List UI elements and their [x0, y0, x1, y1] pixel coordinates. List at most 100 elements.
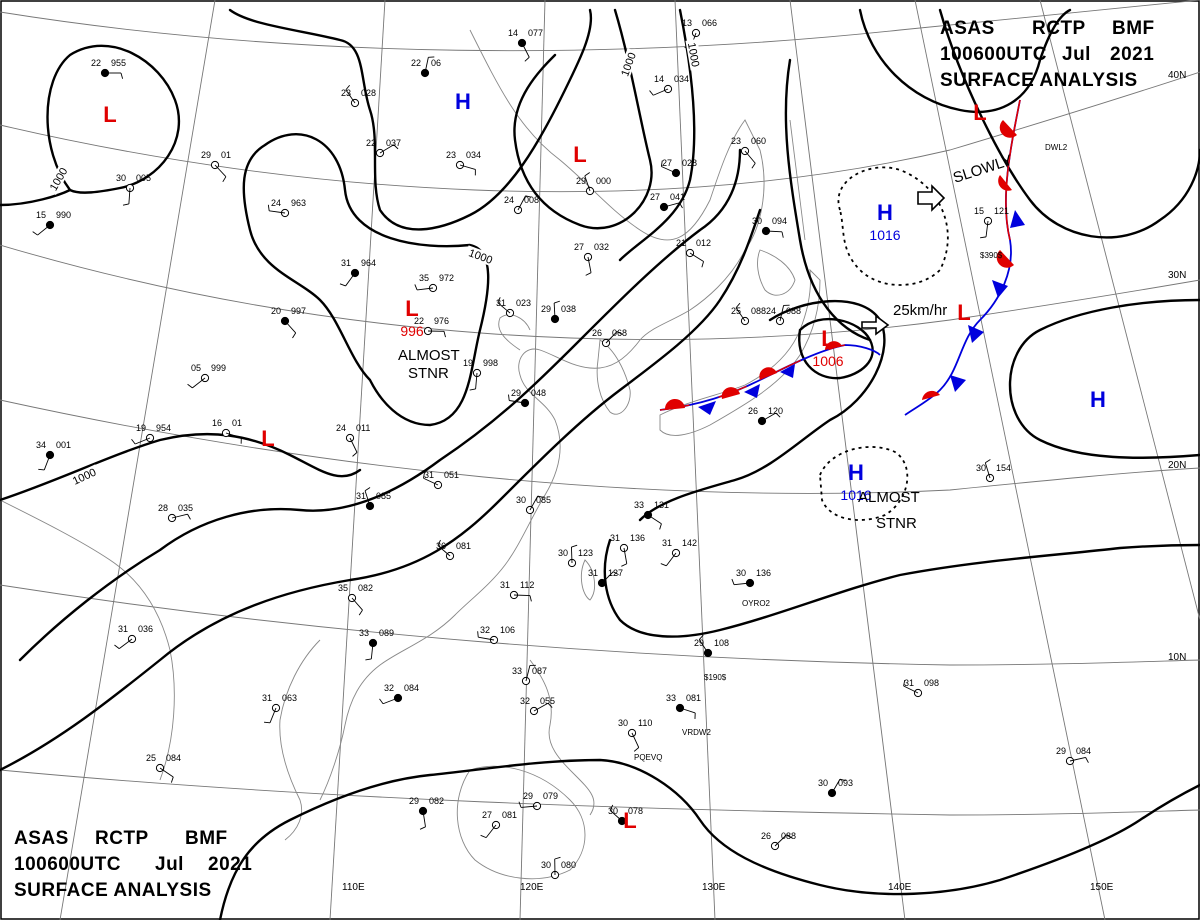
station-temp: 19	[463, 358, 473, 368]
isobar-east-3	[938, 8, 1200, 239]
wind-barb-feather	[379, 698, 384, 705]
station-plot: 33 131	[634, 500, 669, 530]
station-pressure: 028	[361, 88, 376, 98]
wind-barb	[533, 702, 549, 712]
title-top-RCTP: RCTP	[1032, 18, 1086, 39]
station-temp: 24	[271, 198, 281, 208]
station-pressure: 032	[594, 242, 609, 252]
station-pressure: 000	[596, 176, 611, 186]
wind-barb-feather	[584, 172, 590, 177]
title-top-year: 2021	[1110, 44, 1154, 65]
station-pressure: 136	[630, 533, 645, 543]
lat-label-10: 10N	[1168, 652, 1186, 663]
warm-semicircle	[996, 250, 1014, 268]
wind-barb-feather	[352, 452, 358, 457]
isobar-1004-long	[18, 148, 742, 662]
station-pressure: 011	[356, 423, 370, 433]
station-plot: 31127	[588, 568, 623, 588]
station-plot: 14 034	[649, 74, 689, 96]
wind-barb	[765, 230, 783, 233]
title-bottom-analysis: SURFACE ANALYSIS	[14, 880, 212, 901]
wind-barb-feather	[267, 204, 270, 211]
dotted-isobars	[819, 166, 949, 521]
station-plot: 23 028	[341, 84, 376, 108]
lon-label-120: 120E	[520, 882, 544, 893]
warm-semicircle	[922, 390, 940, 400]
isobar-1000-north	[228, 8, 593, 231]
station-pressure: 001	[56, 440, 71, 450]
station-temp: 32	[384, 683, 394, 693]
station-temp: 29	[694, 638, 704, 648]
center-pressure: 1016	[869, 227, 900, 243]
low-center: L	[261, 426, 274, 451]
isobar-value: 1000	[685, 42, 701, 68]
isobar-value-group: 1000	[464, 245, 497, 267]
wind-barb-feather	[547, 702, 553, 708]
wind-barb	[609, 809, 623, 822]
coast-philippines	[529, 659, 595, 816]
station-plot: 34 001	[36, 440, 71, 471]
station-pressure: 088	[786, 306, 801, 316]
wind-barb-feather	[114, 644, 120, 649]
lon-140	[789, 0, 906, 920]
title-top-analysis: SURFACE ANALYSIS	[940, 70, 1138, 91]
station-temp: 26	[592, 328, 602, 338]
coastlines	[0, 29, 821, 880]
station-plot: 31 964	[339, 258, 376, 287]
station-temp: 16	[212, 418, 222, 428]
station-pressure: 108	[714, 638, 729, 648]
low-center: L	[103, 102, 116, 127]
wind-barb	[525, 665, 531, 682]
cold-triangle	[780, 364, 795, 378]
dotted-high-1016-north	[837, 166, 949, 286]
station-temp: 30	[558, 548, 568, 558]
station-plot: 19 998	[463, 358, 498, 391]
station-plot: 31 036	[114, 624, 153, 649]
wind-barb-feather	[32, 231, 38, 236]
wind-barb-feather	[985, 459, 991, 464]
wind-barb	[570, 546, 573, 564]
isobar-value: 1000	[619, 51, 639, 78]
ship-id: $190$	[704, 673, 727, 682]
wind-barb-feather	[292, 332, 297, 339]
station-plot: 35 972	[414, 273, 454, 293]
isobar-1000-n3	[618, 8, 696, 262]
low-center: L	[957, 300, 970, 325]
wind-barb	[521, 42, 530, 58]
wind-barb-feather	[437, 539, 441, 546]
warm-semicircle	[999, 120, 1017, 138]
station-temp: 29	[409, 796, 419, 806]
station-plot: 15 990	[32, 210, 71, 236]
warm-semicircle	[721, 387, 740, 399]
wind-barb-feather	[786, 834, 792, 839]
station-temp: 13	[682, 18, 692, 28]
station-pressure: 081	[502, 810, 517, 820]
station-temp: 23	[341, 88, 351, 98]
station-pressure: 112	[520, 580, 534, 590]
speed-label: 25km/hr	[893, 302, 947, 319]
lat-40	[0, 71, 1200, 193]
wind-barb-feather	[701, 261, 705, 268]
wind-barb-feather	[364, 487, 371, 492]
wind-barb-feather	[659, 523, 662, 530]
wind-barb	[269, 707, 277, 724]
station-plot: 33 089	[359, 628, 394, 661]
station-plot: 05 999	[187, 363, 226, 389]
station-plot: 29 079	[518, 791, 558, 811]
wind-barb	[679, 707, 696, 714]
coast-japan	[659, 268, 821, 436]
station-pressure: 038	[561, 304, 576, 314]
station-temp: 31	[662, 538, 672, 548]
wind-barb-feather	[419, 826, 426, 830]
station-pressure: 120	[768, 406, 783, 416]
station-plot: 23 060	[731, 136, 766, 169]
station-temp: 23	[446, 150, 456, 160]
station-temp: 30	[116, 173, 126, 183]
wind-barb	[513, 594, 531, 597]
wind-barb	[214, 164, 227, 178]
wind-barb	[903, 685, 919, 694]
wind-barb	[744, 150, 756, 164]
station-plot: 31 142	[660, 538, 697, 567]
station-pressure: 082	[358, 583, 373, 593]
